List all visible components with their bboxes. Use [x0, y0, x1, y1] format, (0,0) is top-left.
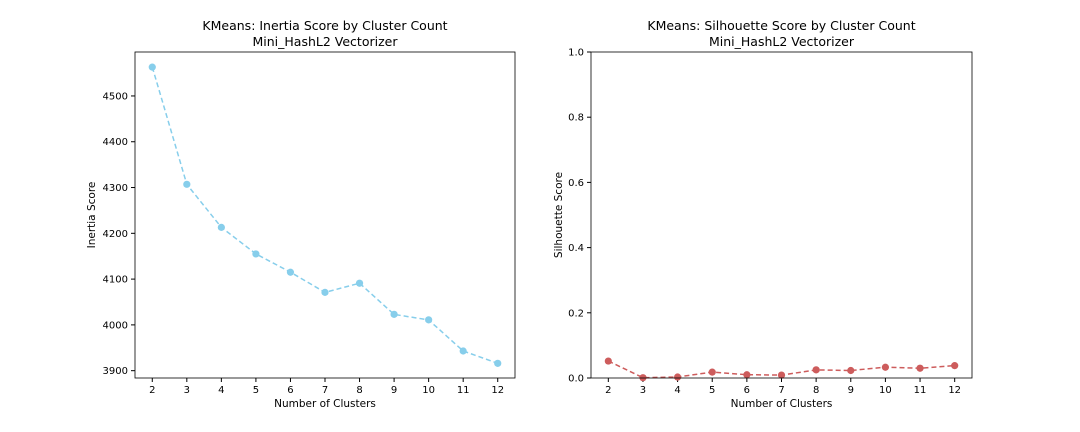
chart-1-x-tick-label: 8 [356, 385, 362, 396]
chart-2-x-tick-label: 6 [744, 385, 750, 396]
chart-2-x-tick-label: 8 [813, 385, 819, 396]
chart-2-x-tick-label: 10 [879, 385, 892, 396]
chart-2-data-point [777, 371, 786, 379]
chart-2-x-tick-label: 11 [914, 385, 927, 396]
chart-1-x-axis-label: Number of Clusters [274, 398, 376, 410]
chart-1-y-tick-label: 4300 [103, 183, 128, 194]
chart-1-subtitle: Mini_HashL2 Vectorizer [253, 34, 399, 49]
chart-2-y-tick-label: 1.0 [568, 48, 584, 59]
chart-1-y-tick-label: 4200 [103, 229, 128, 240]
chart-1-x-tick-label: 2 [149, 385, 155, 396]
chart-1-data-point [252, 250, 260, 258]
chart-1-data-point [425, 316, 433, 324]
chart-1-y-tick-label: 4500 [103, 91, 128, 102]
chart-2-x-tick-label: 4 [674, 385, 680, 396]
chart-1-data-point [183, 180, 191, 188]
chart-1-x-tick-label: 9 [391, 385, 397, 396]
chart-2-y-axis-label: Silhouette Score [553, 172, 565, 258]
chart-2-x-tick-label: 9 [848, 385, 854, 396]
chart-2-x-axis-label: Number of Clusters [731, 398, 833, 410]
chart-2-data-point [743, 371, 751, 379]
chart-1-plot-frame [134, 51, 516, 379]
chart-2-y-tick-label: 0.6 [568, 178, 584, 189]
chart-1-y-tick-label: 4100 [103, 275, 128, 286]
chart-2-data-point [812, 366, 820, 374]
chart-1-y-tick-label: 3900 [103, 366, 128, 377]
chart-1-title: KMeans: Inertia Score by Cluster Count [202, 18, 447, 33]
chart-2-data-point [604, 357, 612, 365]
chart-1-y-tick-label: 4400 [103, 137, 128, 148]
chart-1-series-line [151, 66, 498, 365]
chart-2-y-tick-label: 0.2 [568, 308, 584, 319]
chart-2-y-tick-label: 0.4 [568, 243, 584, 254]
chart-1-x-tick-label: 12 [491, 385, 504, 396]
chart-2-x-tick-label: 7 [778, 385, 784, 396]
chart-1-x-tick-label: 11 [457, 385, 470, 396]
chart-1-data-point [390, 310, 398, 318]
chart-1-x-tick-label: 4 [218, 385, 224, 396]
chart-2-y-tick-label: 0.8 [568, 113, 584, 124]
chart-1-y-tick-label: 4000 [103, 320, 128, 331]
chart-1-x-tick-label: 10 [422, 385, 435, 396]
chart-2-x-tick-label: 2 [605, 385, 611, 396]
chart-1-data-point [148, 63, 156, 71]
chart-1-y-axis-label: Inertia Score [86, 182, 98, 249]
chart-1-x-tick-label: 6 [287, 385, 293, 396]
chart-1-data-point [217, 223, 225, 231]
chart-2-title: KMeans: Silhouette Score by Cluster Coun… [647, 18, 915, 33]
chart-2-data-point [673, 373, 682, 381]
chart-2-data-point [708, 368, 716, 376]
chart-2-x-tick-label: 12 [948, 385, 961, 396]
chart-2-x-tick-label: 5 [709, 385, 715, 396]
chart-2-data-point [881, 363, 890, 371]
chart-1-data-point [355, 279, 364, 287]
chart-1-data-point [459, 347, 467, 355]
chart-1-x-tick-label: 3 [184, 385, 190, 396]
chart-1-x-tick-label: 7 [322, 385, 328, 396]
chart-2-subtitle: Mini_HashL2 Vectorizer [709, 34, 855, 49]
chart-2-data-point [916, 364, 924, 372]
chart-2-plot-frame [590, 51, 973, 379]
chart-1-data-point [494, 359, 502, 367]
chart-2-x-tick-label: 3 [640, 385, 646, 396]
chart-2-data-point [847, 366, 855, 375]
chart-1-data-point [321, 288, 329, 296]
chart-1-data-point [286, 268, 295, 276]
chart-2-data-point [951, 362, 959, 370]
chart-1-x-tick-label: 5 [253, 385, 259, 396]
chart-2-y-tick-label: 0.0 [568, 374, 584, 385]
